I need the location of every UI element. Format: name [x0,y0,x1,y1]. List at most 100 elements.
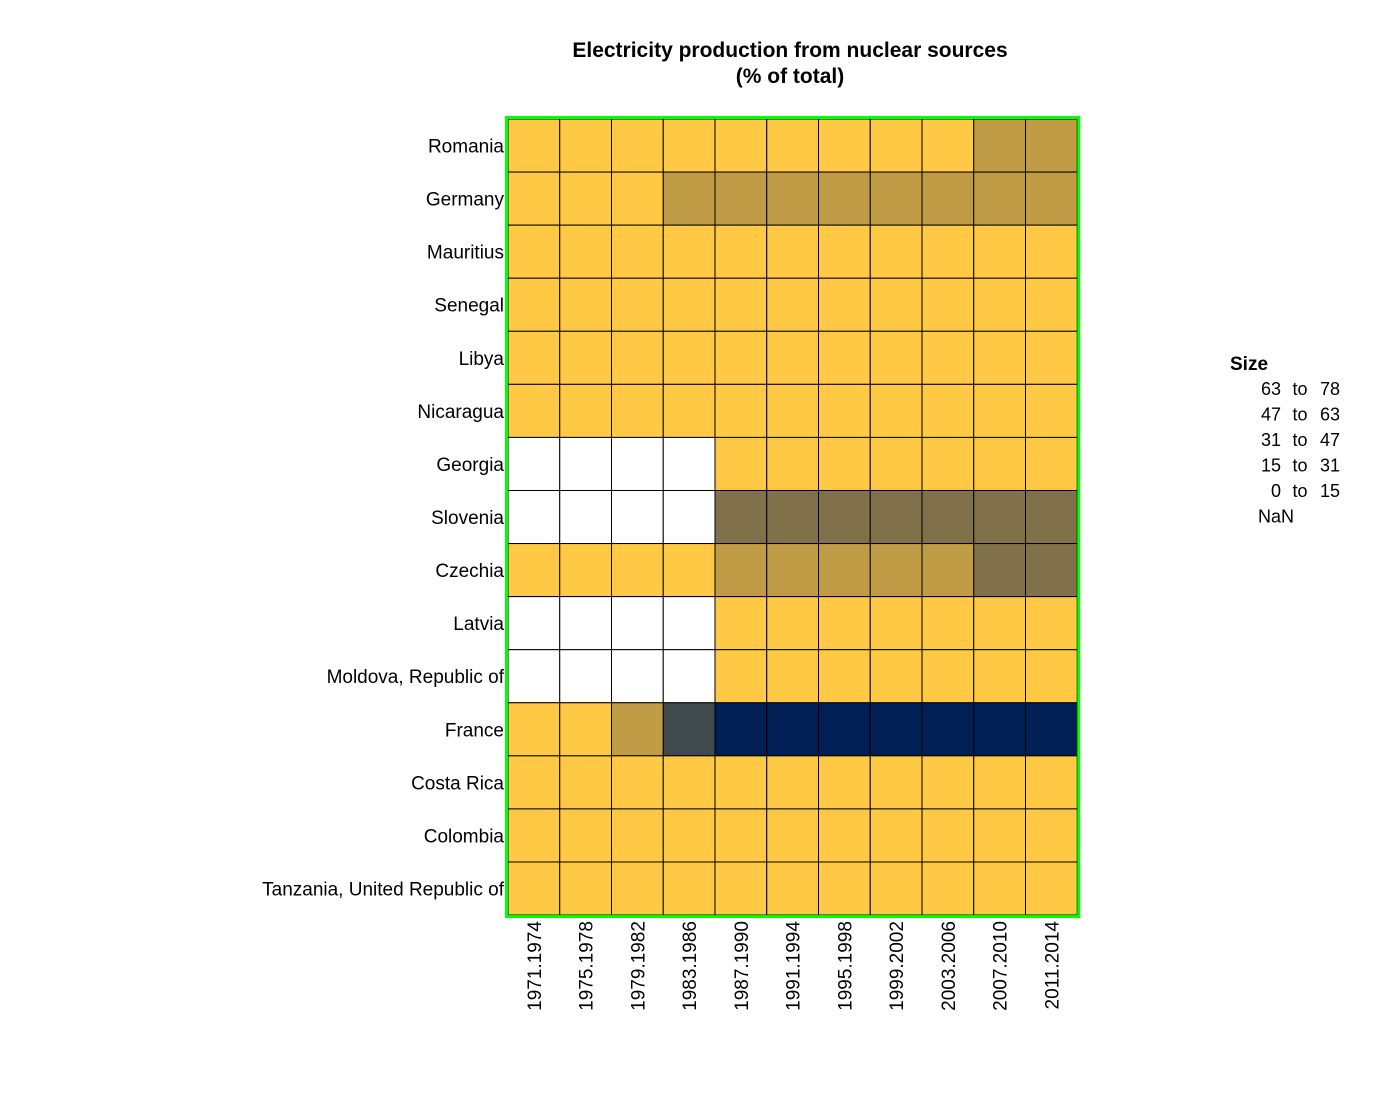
heatmap-cell [507,171,561,226]
heatmap-cell [818,489,871,545]
heatmap-cell [714,489,768,545]
heatmap-cell [921,808,975,863]
heatmap-cell [921,489,975,545]
heatmap-cell [973,755,1026,810]
heatmap-cell [1025,861,1078,916]
heatmap-cell [714,224,768,279]
row-label: Romania [428,137,504,158]
heatmap-cell [662,330,716,385]
row-label: Mauritius [427,243,504,264]
column-label: 2011.2014 [1042,921,1063,1010]
heatmap-cell [559,436,612,491]
heatmap-cell [869,277,923,332]
heatmap-cell [1025,543,1078,598]
row-label: Tanzania, United Republic of [262,880,505,901]
heatmap-cell [973,489,1026,545]
heatmap-cell [921,277,975,332]
heatmap-cell [921,224,975,279]
heatmap-cell [714,755,768,810]
heatmap-cell [973,277,1026,332]
heatmap-cell [921,383,975,438]
legend-range-from: 31 [1261,430,1281,450]
heatmap-cell [1025,436,1078,491]
heatmap-cell [559,277,612,332]
heatmap-cell [973,808,1026,863]
heatmap-cell [921,543,975,598]
legend-range-to: 31 [1320,456,1340,476]
legend: Size 63 to 78 47 to 63 31 to 47 15 to 31 0 to 15 NaN [1230,354,1340,527]
heatmap-cell [973,861,1026,916]
heatmap-cell [921,436,975,491]
heatmap-cell [1025,596,1078,651]
heatmap-cell [869,489,923,545]
heatmap-cell [714,436,768,491]
heatmap-cell [766,489,819,545]
heatmap-cell [869,171,923,226]
heatmap-cell [611,436,664,491]
heatmap-cell [766,808,819,863]
heatmap-cell [869,755,923,810]
heatmap-cell [766,171,819,226]
heatmap-cell [559,489,612,545]
heatmap-cell [714,118,768,173]
heatmap-cell [818,224,871,279]
row-label: Latvia [453,614,504,635]
heatmap-cell [818,649,871,704]
legend-range-from: 47 [1261,405,1281,425]
heatmap-cell [611,277,664,332]
heatmap-cell [611,224,664,279]
heatmap-cell [973,596,1026,651]
heatmap-cell [973,649,1026,704]
column-label: 1987.1990 [732,921,753,1011]
heatmap-cell [973,702,1026,757]
heatmap-cell [921,649,975,704]
heatmap-cell [973,436,1026,491]
heatmap-cell [818,861,871,916]
heatmap-cell [611,755,664,810]
heatmap-cell [973,543,1026,598]
heatmap-cell [507,277,561,332]
heatmap-cell [507,330,561,385]
heatmap-cell [1025,277,1078,332]
heatmap-cell [662,277,716,332]
heatmap-cell [818,543,871,598]
heatmap-cell [662,224,716,279]
heatmap-cell [869,543,923,598]
heatmap-cell [818,808,871,863]
heatmap-cell [714,596,768,651]
heatmap-cell [818,383,871,438]
heatmap-cell [507,489,561,545]
heatmap-cell [1025,649,1078,704]
heatmap-cell [818,436,871,491]
heatmap-cell [662,118,716,173]
heatmap-cell [869,861,923,916]
legend-range-from: 63 [1261,379,1281,399]
heatmap-cell [766,755,819,810]
heatmap-cell [507,808,561,863]
chart-title: Electricity production from nuclear sour… [572,39,1007,62]
heatmap-cell [507,436,561,491]
heatmap-cell [714,171,768,226]
heatmap-cell [559,649,612,704]
heatmap-cell [507,702,561,757]
heatmap-cell [559,171,612,226]
heatmap-cell [766,277,819,332]
heatmap-cell [921,596,975,651]
heatmap-cell [611,489,664,545]
heatmap-cell [662,436,716,491]
legend-range-sep: to [1292,481,1307,501]
heatmap-cell [921,755,975,810]
heatmap-cell [766,596,819,651]
heatmap-cell [973,224,1026,279]
heatmap-cell [714,808,768,863]
legend-range-to: 47 [1320,430,1340,450]
heatmap-cell [662,702,716,757]
heatmap-cell [869,118,923,173]
row-label: Costa Rica [411,773,504,794]
heatmap-cell [818,596,871,651]
heatmap-cell [714,330,768,385]
heatmap-cell [507,118,561,173]
heatmap-cell [973,383,1026,438]
heatmap-cell [611,861,664,916]
